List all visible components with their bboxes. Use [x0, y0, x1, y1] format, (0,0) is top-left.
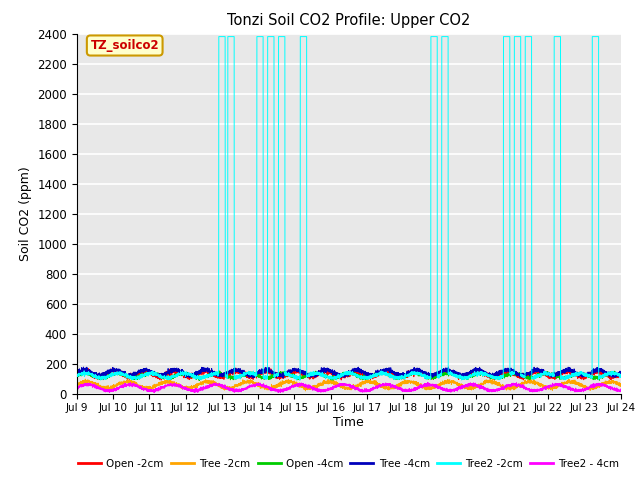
Text: TZ_soilco2: TZ_soilco2: [90, 39, 159, 52]
X-axis label: Time: Time: [333, 416, 364, 429]
Title: Tonzi Soil CO2 Profile: Upper CO2: Tonzi Soil CO2 Profile: Upper CO2: [227, 13, 470, 28]
Legend: Open -2cm, Tree -2cm, Open -4cm, Tree -4cm, Tree2 -2cm, Tree2 - 4cm: Open -2cm, Tree -2cm, Open -4cm, Tree -4…: [74, 455, 623, 473]
Y-axis label: Soil CO2 (ppm): Soil CO2 (ppm): [19, 166, 32, 261]
